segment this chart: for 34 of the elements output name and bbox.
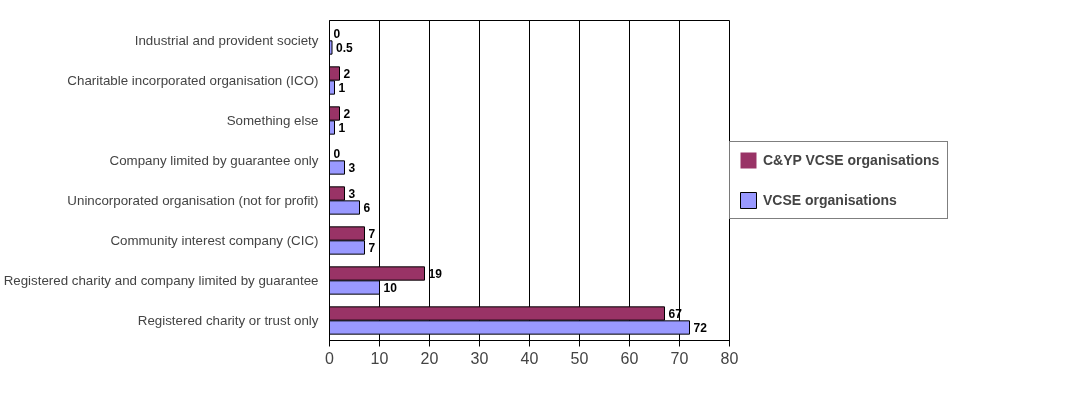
y-tick-label: Industrial and provident society [134, 33, 319, 48]
x-tick-label: 30 [470, 349, 489, 367]
legend-label: VCSE organisations [763, 192, 897, 208]
y-tick-label: Community interest company (CIC) [110, 233, 319, 248]
data-label: 0.5 [336, 41, 354, 55]
y-tick-label: Company limited by guarantee only [109, 153, 319, 168]
data-label: 1 [338, 121, 346, 135]
legend-label: C&YP VCSE organisations [763, 152, 940, 168]
x-tick-label: 0 [325, 349, 335, 367]
data-label: 3 [348, 161, 356, 175]
y-tick-label: Unincorporated organisation (not for profit) [67, 193, 319, 208]
data-label: 10 [383, 281, 398, 295]
data-label: 0 [333, 27, 341, 41]
x-tick-label: 20 [420, 349, 439, 367]
data-label: 19 [428, 267, 443, 281]
data-label: 2 [343, 67, 351, 81]
data-label: 7 [368, 227, 376, 241]
y-tick-label: Something else [226, 113, 319, 128]
x-tick-label: 50 [570, 349, 589, 367]
y-tick-label: Registered charity and company limited by guarantee [3, 273, 319, 288]
x-tick-label: 40 [520, 349, 539, 367]
data-label: 3 [348, 187, 356, 201]
x-tick-label: 10 [370, 349, 389, 367]
data-label: 7 [368, 241, 376, 255]
x-tick-label: 60 [620, 349, 639, 367]
y-tick-label: Registered charity or trust only [137, 313, 319, 328]
data-label: 2 [343, 107, 351, 121]
data-label: 0 [333, 147, 341, 161]
x-tick-label: 80 [720, 349, 739, 367]
data-label: 72 [693, 321, 708, 335]
data-label: 1 [338, 81, 346, 95]
data-label: 6 [363, 201, 371, 215]
y-tick-label: Charitable incorporated organisation (ICO) [67, 73, 319, 88]
x-tick-label: 70 [670, 349, 689, 367]
